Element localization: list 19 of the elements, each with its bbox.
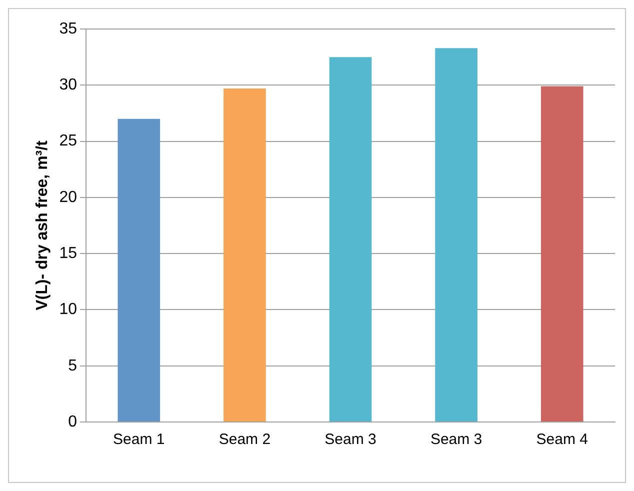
x-tick-label: Seam 3: [324, 431, 376, 448]
bar: [435, 48, 478, 422]
y-tick-label: 30: [59, 76, 78, 94]
y-tick-label: 35: [59, 20, 78, 38]
x-tick-label: Seam 3: [430, 431, 482, 448]
bar: [329, 57, 372, 422]
y-tick-label: 0: [68, 413, 78, 430]
y-tick-label: 10: [59, 301, 78, 318]
x-tick-label: Seam 4: [536, 431, 588, 448]
y-tick-label: 5: [68, 357, 78, 374]
bar: [118, 118, 160, 422]
bar: [540, 86, 584, 422]
y-tick-label: 25: [59, 132, 78, 150]
bar: [224, 88, 266, 422]
x-tick-label: Seam 1: [113, 431, 165, 448]
y-tick-label: 15: [59, 244, 78, 262]
y-tick-label: 20: [59, 188, 78, 206]
y-axis-title: V(L)- dry ash free, m³/t: [34, 140, 52, 310]
x-tick-label: Seam 2: [218, 431, 271, 448]
